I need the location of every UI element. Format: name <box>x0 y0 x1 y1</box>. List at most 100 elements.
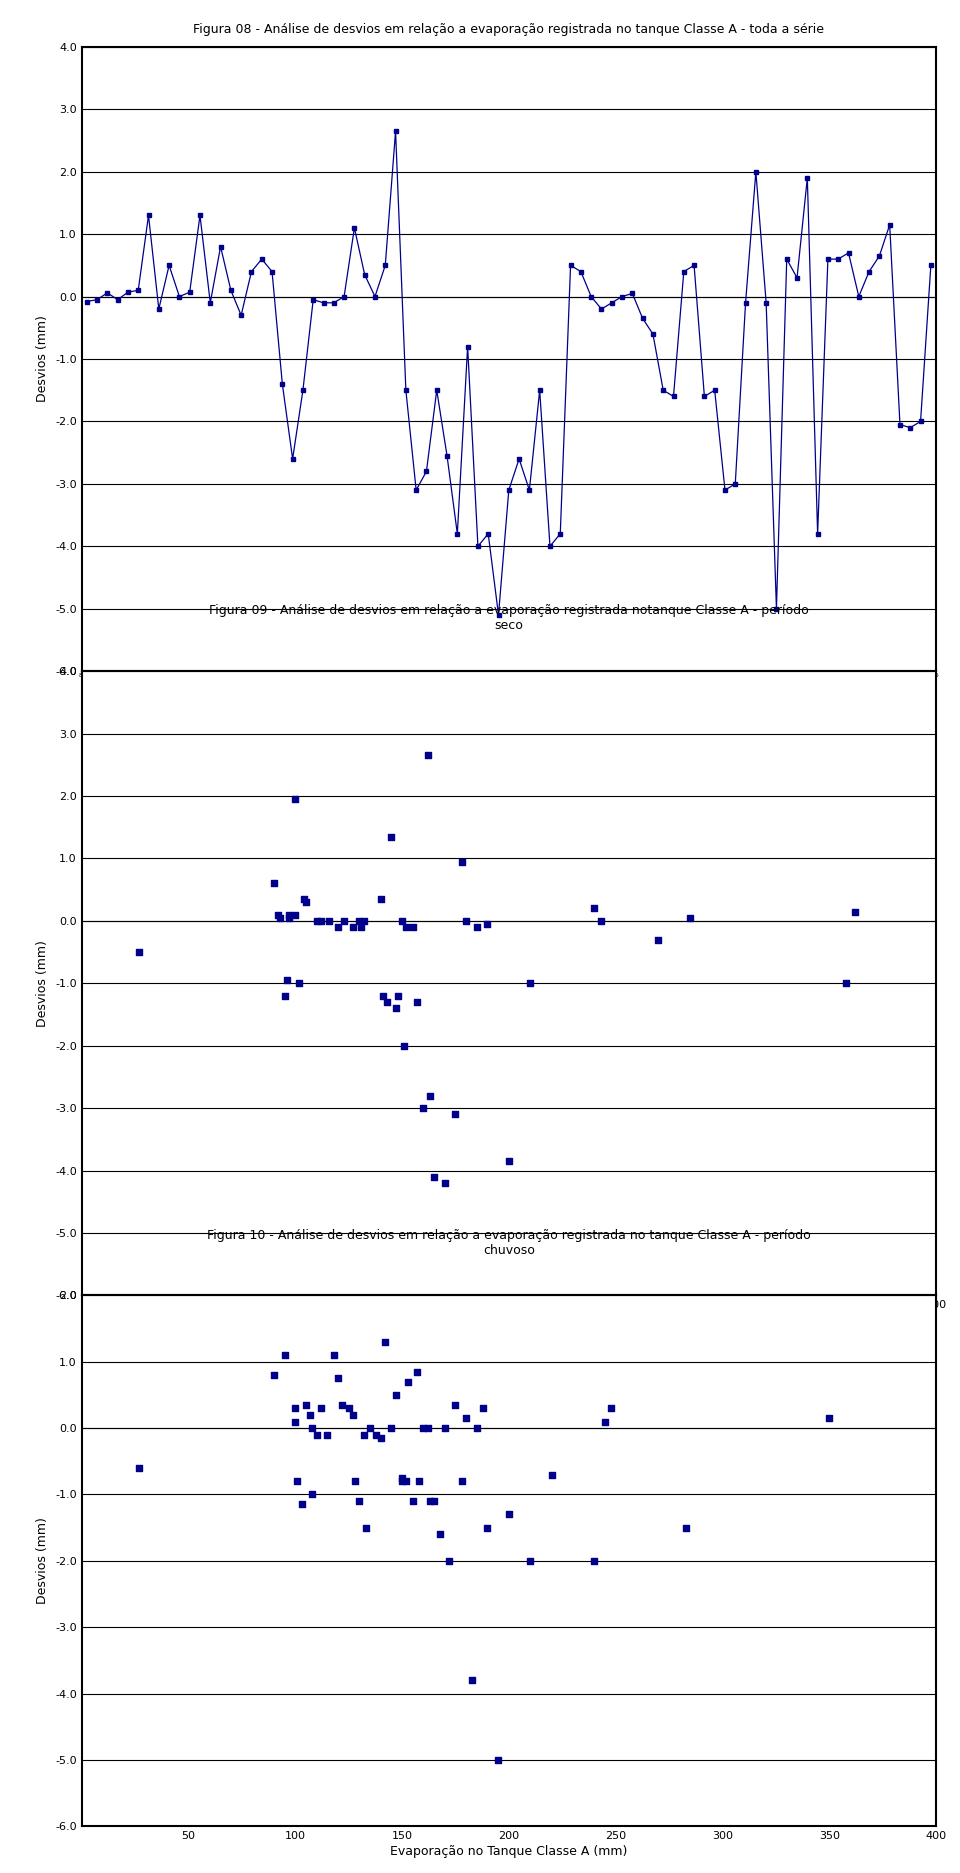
Point <box>281 903 297 933</box>
Point <box>313 1394 328 1423</box>
Point <box>491 1746 506 1776</box>
Point <box>416 1094 431 1124</box>
Point <box>288 899 303 929</box>
Point <box>395 1463 410 1493</box>
Point <box>375 981 391 1011</box>
Point <box>326 1341 342 1371</box>
Point <box>346 1399 361 1429</box>
Point <box>501 1500 516 1530</box>
Point <box>398 912 414 942</box>
Point <box>465 1665 480 1695</box>
Point <box>395 1467 410 1497</box>
Point <box>294 1489 309 1519</box>
Point <box>395 907 410 936</box>
Point <box>292 968 307 998</box>
Point <box>296 884 311 914</box>
Point <box>384 822 399 852</box>
Point <box>288 1394 303 1423</box>
Point <box>132 1453 147 1483</box>
Point <box>422 1485 438 1515</box>
Point <box>442 1545 457 1575</box>
Point <box>322 907 337 936</box>
Y-axis label: Desvios (mm): Desvios (mm) <box>36 940 49 1026</box>
Point <box>522 1545 538 1575</box>
Point <box>422 1081 438 1111</box>
Point <box>379 987 395 1017</box>
Point <box>847 897 862 927</box>
Point <box>447 1390 463 1420</box>
Point <box>475 1394 491 1423</box>
X-axis label: Evaporação no Tanque Classe A (mm): Evaporação no Tanque Classe A (mm) <box>390 682 628 695</box>
Point <box>299 1390 314 1420</box>
Point <box>351 1485 367 1515</box>
Point <box>330 1364 346 1394</box>
Point <box>372 884 388 914</box>
X-axis label: Evaporação no Tanque Classe A (mm): Evaporação no Tanque Classe A (mm) <box>390 1845 628 1858</box>
Point <box>299 888 314 918</box>
Point <box>313 907 328 936</box>
Point <box>309 1420 324 1450</box>
Point <box>266 869 281 899</box>
Point <box>279 965 295 995</box>
Point <box>384 1414 399 1444</box>
Point <box>290 1467 305 1497</box>
Point <box>273 903 288 933</box>
Point <box>480 908 495 938</box>
Point <box>281 899 297 929</box>
Point <box>356 1420 372 1450</box>
Point <box>822 1403 837 1433</box>
Point <box>372 1423 388 1453</box>
Point <box>437 1414 452 1444</box>
Point <box>604 1394 619 1423</box>
Point <box>409 987 424 1017</box>
Point <box>271 899 286 929</box>
Point <box>398 1467 414 1497</box>
Point <box>348 1467 363 1497</box>
Point <box>405 1485 420 1515</box>
Point <box>469 1414 485 1444</box>
Title: Figura 09 - Análise de desvios em relação a evaporação registrada notanque Class: Figura 09 - Análise de desvios em relaçã… <box>209 605 808 633</box>
Point <box>839 968 854 998</box>
Point <box>353 912 369 942</box>
Point <box>454 847 469 877</box>
Point <box>337 907 352 936</box>
Point <box>302 1399 318 1429</box>
Point <box>454 1467 469 1497</box>
Point <box>362 1414 377 1444</box>
Point <box>388 993 403 1023</box>
Point <box>276 981 292 1011</box>
Point <box>587 1545 602 1575</box>
Title: Figura 08 - Análise de desvios em relação a evaporação registrada no tanque Clas: Figura 08 - Análise de desvios em relaçã… <box>193 22 825 36</box>
Point <box>288 785 303 815</box>
Point <box>409 1356 424 1386</box>
Point <box>587 893 602 923</box>
Point <box>597 1407 612 1437</box>
Point <box>351 907 367 936</box>
Point <box>346 912 361 942</box>
Point <box>420 1414 435 1444</box>
Y-axis label: Desvios (mm): Desvios (mm) <box>36 1517 49 1605</box>
Point <box>377 1326 393 1356</box>
Point <box>480 1513 495 1543</box>
Point <box>433 1519 448 1549</box>
Point <box>683 903 698 933</box>
Title: Figura 10 - Análise de desvios em relação a evaporação registrada no tanque Clas: Figura 10 - Análise de desvios em relaçã… <box>207 1229 810 1257</box>
Point <box>426 1485 442 1515</box>
Point <box>390 981 405 1011</box>
Point <box>304 1414 320 1444</box>
Point <box>276 1341 292 1371</box>
Point <box>405 912 420 942</box>
Point <box>651 925 666 955</box>
Point <box>426 1161 442 1191</box>
Point <box>341 1394 356 1423</box>
Point <box>679 1513 694 1543</box>
Point <box>388 1380 403 1410</box>
Point <box>437 1169 452 1199</box>
Point <box>522 968 538 998</box>
Point <box>266 1360 281 1390</box>
Point <box>358 1513 373 1543</box>
Point <box>459 1403 474 1433</box>
Point <box>309 907 324 936</box>
Point <box>396 1030 412 1060</box>
Point <box>320 1420 335 1450</box>
